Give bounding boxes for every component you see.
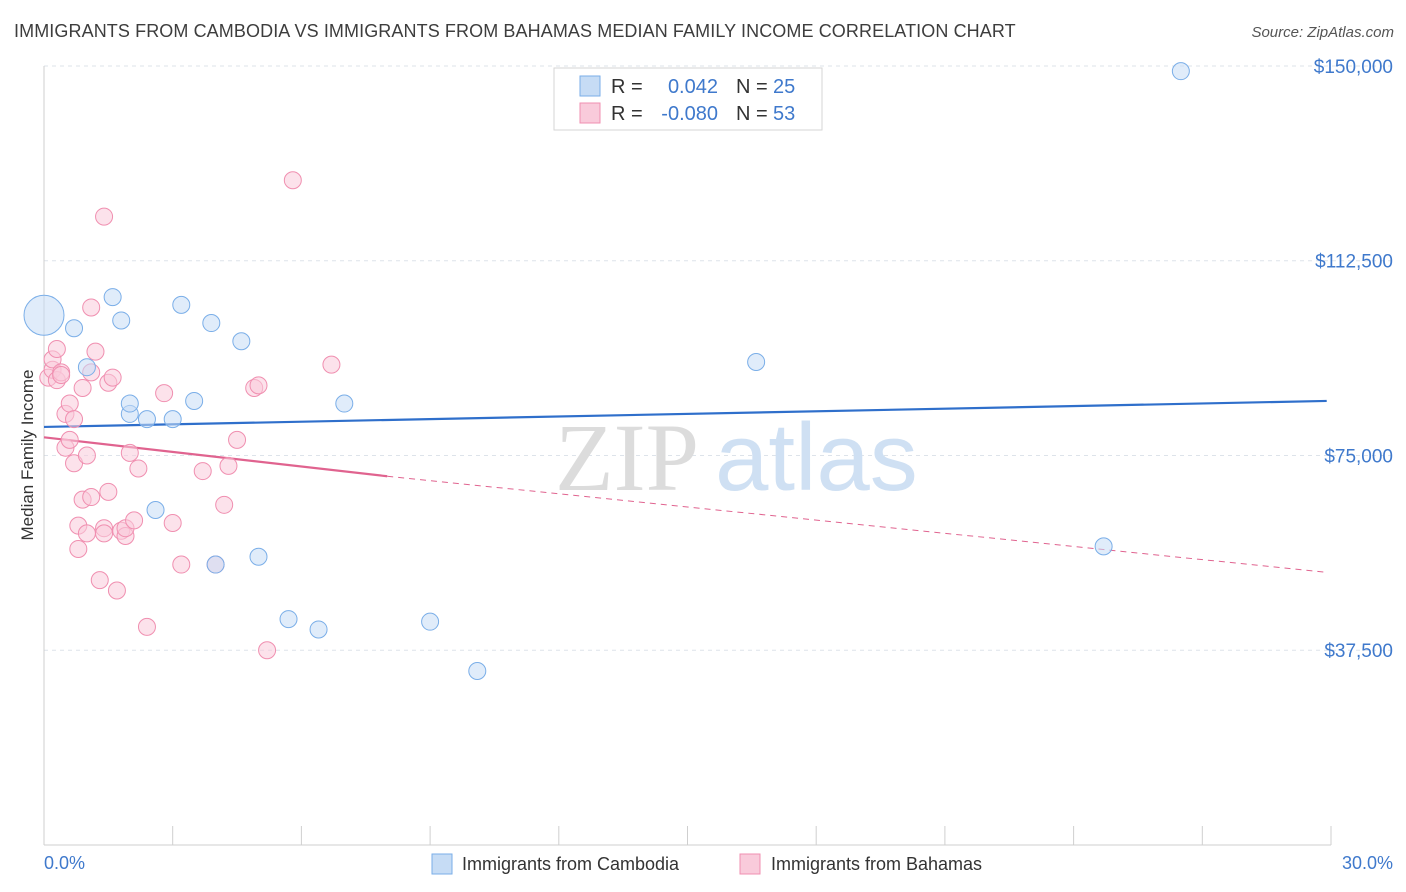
data-point-cambodia [468,662,487,681]
legend-swatch-cambodia [579,75,601,97]
data-point-cambodia [309,620,328,639]
data-point-bahamas [137,617,156,636]
bottom-legend-label-bahamas: Immigrants from Bahamas [771,854,982,874]
data-point-bahamas [120,443,139,462]
bottom-legend-label-cambodia: Immigrants from Cambodia [462,854,680,874]
y-tick-label: $75,000 [1324,446,1393,467]
y-tick-label: $112,500 [1315,252,1393,273]
bottom-legend-swatch-cambodia [431,853,453,875]
data-point-bahamas [163,514,182,532]
y-tick-label: $150,000 [1314,57,1393,78]
data-point-bahamas [249,376,268,395]
data-point-cambodia [421,612,440,631]
trend-lines [43,399,1327,573]
data-point-bahamas [52,365,71,384]
x-tick-labels: 0.0% 30.0% [44,853,1393,873]
data-point-bahamas [82,488,101,507]
data-point-bahamas [65,410,84,429]
x-tick-label: 30.0% [1342,853,1393,873]
data-point-bahamas [103,368,122,387]
data-point-cambodia [120,394,139,413]
data-point-cambodia [163,410,182,429]
legend-box: R = 0.042 N = 25 R = -0.080 N = 53 [553,67,823,131]
data-point-bahamas [322,355,341,374]
data-point-bahamas [60,430,79,449]
legend-n-value-cambodia: 25 [773,76,795,98]
data-point-bahamas [258,641,277,660]
data-point-bahamas [90,571,109,590]
data-point-bahamas [125,511,144,530]
bottom-legend: Immigrants from Cambodia Immigrants from… [431,853,982,875]
y-tick-label: $37,500 [1324,641,1393,662]
x-tick-label: 0.0% [44,853,85,873]
data-point-bahamas [219,456,238,475]
watermark-zip: ZIP [555,404,699,511]
data-point-bahamas [95,207,114,226]
data-point-bahamas [172,555,191,574]
data-point-bahamas [47,340,66,359]
data-point-bahamas [60,394,79,413]
data-point-cambodia [335,394,354,413]
data-point-cambodia [65,319,84,338]
data-point-cambodia [112,311,131,330]
data-point-cambodia [146,501,165,520]
data-point-cambodia [172,295,191,314]
data-point-bahamas [155,384,174,403]
data-point-cambodia [185,391,204,410]
legend-r-label-cambodia: R = [611,76,643,98]
data-point-bahamas [73,378,92,397]
data-point-cambodia [206,555,225,574]
data-point-bahamas [86,342,105,361]
data-point-cambodia [232,332,251,351]
legend-swatch-bahamas [579,102,601,124]
grid-lines [44,65,1392,651]
data-point-bahamas [193,462,212,481]
data-point-bahamas [82,298,101,317]
data-point-cambodia [1171,62,1190,81]
data-point-cambodia [202,314,221,333]
data-points [23,62,1190,681]
data-point-cambodia [279,610,298,629]
data-point-cambodia [1094,537,1113,556]
data-point-bahamas [107,581,126,600]
data-point-bahamas [99,482,118,501]
axes [43,66,1332,846]
trend-line-cambodia [43,399,1327,429]
data-point-bahamas [77,446,96,465]
watermark-atlas: atlas [715,404,918,511]
trend-line-bahamas-extension [387,475,1327,573]
watermark: ZIP atlas [555,404,918,511]
y-tick-labels: $37,500 $75,000 $112,500 $150,000 [1314,57,1393,662]
chart-title: IMMIGRANTS FROM CAMBODIA VS IMMIGRANTS F… [14,21,1016,41]
legend-r-label-bahamas: R = [611,103,643,125]
data-point-bahamas [129,459,148,478]
data-point-bahamas [77,524,96,543]
trend-line-bahamas [43,436,388,478]
data-point-bahamas [95,524,114,543]
legend-r-value-cambodia: 0.042 [668,76,718,98]
data-point-cambodia [103,288,122,307]
data-point-cambodia [747,353,766,371]
chart-source: Source: ZipAtlas.com [1251,24,1394,41]
bottom-legend-swatch-bahamas [739,853,761,875]
data-point-bahamas [228,430,247,449]
data-point-cambodia [137,410,156,429]
data-point-bahamas [69,539,88,558]
data-point-bahamas [283,171,302,190]
y-axis-label: Median Family Income [18,369,37,540]
data-point-cambodia [23,294,65,336]
legend-n-value-bahamas: 53 [773,103,795,125]
data-point-cambodia [77,358,96,377]
data-point-bahamas [215,495,234,514]
legend-r-value-bahamas: -0.080 [661,103,718,125]
legend-n-label-bahamas: N = [736,103,768,125]
legend-n-label-cambodia: N = [736,76,768,98]
data-point-cambodia [249,547,268,566]
